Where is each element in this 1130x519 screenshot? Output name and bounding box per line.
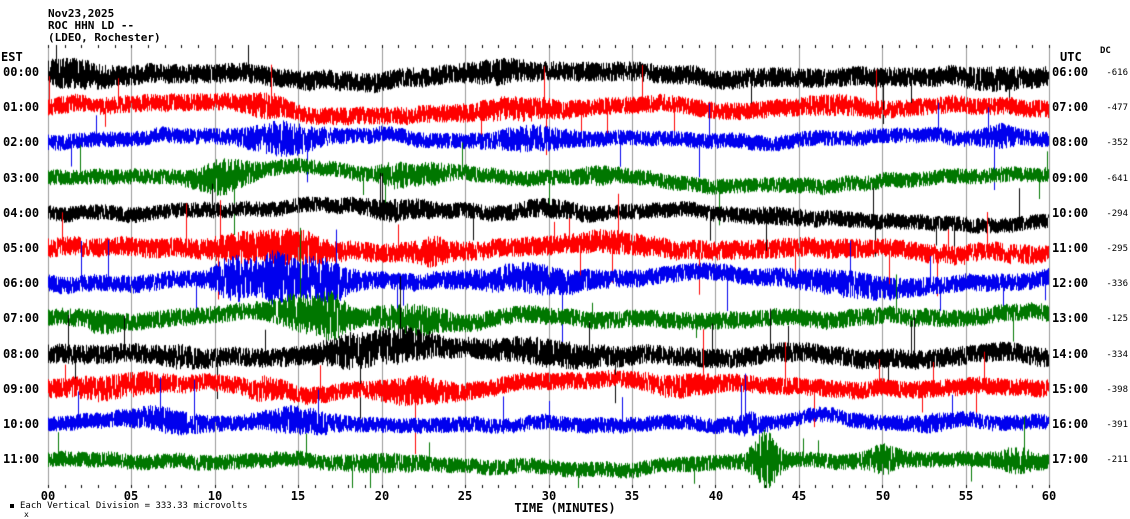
est-time-label: 05:00: [3, 241, 40, 255]
utc-time-label: 07:00: [1052, 100, 1089, 114]
est-time-label: 02:00: [3, 135, 40, 149]
x-tick-label: 30: [541, 489, 557, 503]
est-time-label: 07:00: [3, 311, 40, 325]
dc-offset-value: -336: [1106, 279, 1128, 289]
x-tick-label: 55: [958, 489, 974, 503]
utc-time-label: 09:00: [1052, 171, 1089, 185]
dc-offset-value: -125: [1106, 314, 1128, 324]
left-timezone-label: EST: [1, 50, 23, 64]
est-time-label: 11:00: [3, 452, 40, 466]
dc-offset-value: -641: [1106, 174, 1128, 184]
x-tick-label: 35: [624, 489, 640, 503]
est-time-label: 03:00: [3, 171, 40, 185]
dc-offset-value: -211: [1106, 455, 1128, 465]
dc-offset-value: -334: [1106, 350, 1128, 360]
x-tick-label: 15: [290, 489, 306, 503]
est-time-label: 10:00: [3, 417, 40, 431]
header-location: (LDEO, Rochester): [48, 31, 161, 44]
est-time-label: 06:00: [3, 276, 40, 290]
x-tick-label: 20: [374, 489, 390, 503]
est-time-label: 01:00: [3, 100, 40, 114]
dc-column-label: DC: [1100, 46, 1111, 56]
dc-offset-value: -352: [1106, 138, 1128, 148]
x-tick-label: 50: [875, 489, 891, 503]
corner-mark: x: [24, 510, 29, 519]
dc-offset-value: -398: [1106, 385, 1128, 395]
utc-time-label: 12:00: [1052, 276, 1089, 290]
scale-note: Each Vertical Division = 333.33 microvol…: [10, 501, 248, 511]
utc-time-label: 13:00: [1052, 311, 1089, 325]
est-time-label: 08:00: [3, 347, 40, 361]
scale-note-text: Each Vertical Division = 333.33 microvol…: [20, 501, 248, 511]
header-date: Nov23,2025: [48, 7, 115, 20]
dc-offset-value: -391: [1106, 420, 1128, 430]
utc-time-label: 15:00: [1052, 382, 1089, 396]
x-tick-label: 05: [123, 489, 139, 503]
dc-offset-value: -477: [1106, 103, 1128, 113]
utc-time-label: 06:00: [1052, 65, 1089, 79]
x-axis-title: TIME (MINUTES): [514, 501, 616, 515]
utc-time-label: 10:00: [1052, 206, 1089, 220]
division-marker-icon: [10, 503, 14, 508]
x-tick-label: 25: [457, 489, 473, 503]
dc-offset-value: -295: [1106, 244, 1128, 254]
x-tick-label: 10: [207, 489, 223, 503]
x-tick-label: 60: [1041, 489, 1057, 503]
utc-time-label: 11:00: [1052, 241, 1089, 255]
dc-offset-value: -616: [1106, 68, 1128, 78]
x-tick-label: 45: [791, 489, 807, 503]
est-time-label: 04:00: [3, 206, 40, 220]
right-timezone-label: UTC: [1060, 50, 1082, 64]
utc-time-label: 17:00: [1052, 452, 1089, 466]
utc-time-label: 14:00: [1052, 347, 1089, 361]
utc-time-label: 08:00: [1052, 135, 1089, 149]
est-time-label: 09:00: [3, 382, 40, 396]
x-tick-label: 00: [40, 489, 56, 503]
header-station: ROC HHN LD --: [48, 19, 135, 32]
utc-time-label: 16:00: [1052, 417, 1089, 431]
est-time-label: 00:00: [3, 65, 40, 79]
x-tick-label: 40: [708, 489, 724, 503]
dc-offset-value: -294: [1106, 209, 1128, 219]
